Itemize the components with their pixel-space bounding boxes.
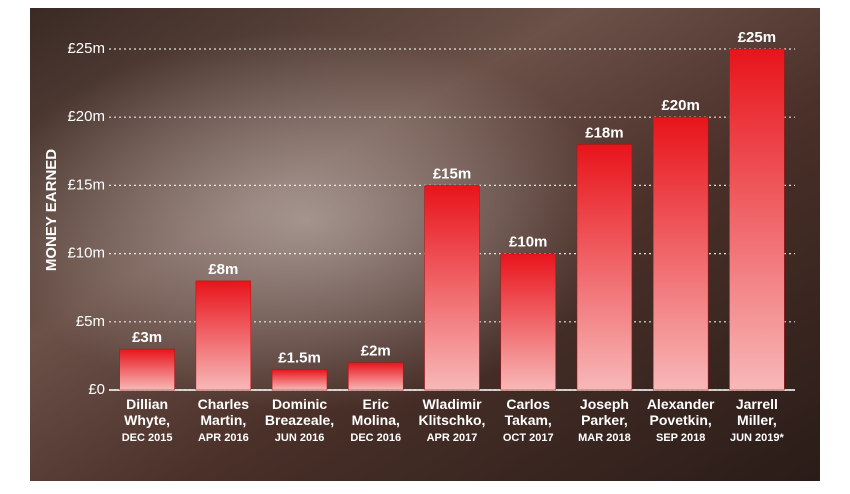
x-tick-date: OCT 2017	[503, 432, 554, 444]
value-label: £20m	[661, 97, 699, 114]
x-tick-label: Carlos Takam,	[505, 396, 552, 428]
value-label: £8m	[208, 261, 238, 278]
x-tick-label: Joseph Parker,	[580, 396, 629, 428]
x-tick-date: SEP 2018	[656, 432, 705, 444]
x-tick-date: MAR 2018	[578, 432, 631, 444]
x-tick-label: Dillian Whyte,	[124, 396, 170, 428]
x-tick-label: Jarrell Miller,	[736, 396, 778, 428]
x-tick-label: Eric Molina,	[352, 396, 400, 428]
value-label: £2m	[361, 343, 391, 360]
value-label: £1.5m	[278, 350, 321, 367]
value-label: £25m	[738, 29, 776, 46]
x-tick-label: Alexander Povetkin,	[647, 396, 715, 428]
bar	[119, 348, 175, 391]
bar	[652, 116, 709, 391]
x-tick-label: Dominic Breazeale,	[265, 396, 334, 428]
value-label: £10m	[509, 234, 547, 251]
x-tick-date: DEC 2016	[350, 432, 401, 444]
x-tick-date: DEC 2015	[122, 432, 173, 444]
y-axis-label: MONEY EARNED	[43, 149, 60, 271]
y-tick-label: £5m	[76, 313, 105, 330]
x-tick-label: Charles Martin,	[198, 396, 250, 428]
y-tick-label: £0	[88, 381, 105, 398]
x-tick-date: APR 2017	[427, 432, 478, 444]
y-tick-label: £20m	[67, 108, 105, 125]
value-label: £15m	[433, 165, 471, 182]
bar	[500, 253, 556, 391]
y-tick-label: £10m	[67, 245, 105, 262]
bar	[271, 369, 328, 391]
y-tick-label: £15m	[67, 176, 105, 193]
y-tick-label: £25m	[67, 40, 105, 57]
bar	[195, 280, 252, 391]
bar	[424, 185, 480, 391]
x-tick-date: JUN 2019*	[730, 432, 785, 444]
x-tick-label: Wladimir Klitschko,	[419, 396, 486, 428]
bar	[576, 144, 633, 391]
value-label: £3m	[132, 329, 162, 346]
x-tick-date: JUN 2016	[275, 432, 325, 444]
bar	[729, 48, 785, 391]
value-label: £18m	[585, 124, 623, 141]
bar	[348, 362, 404, 391]
x-tick-date: APR 2016	[198, 432, 249, 444]
